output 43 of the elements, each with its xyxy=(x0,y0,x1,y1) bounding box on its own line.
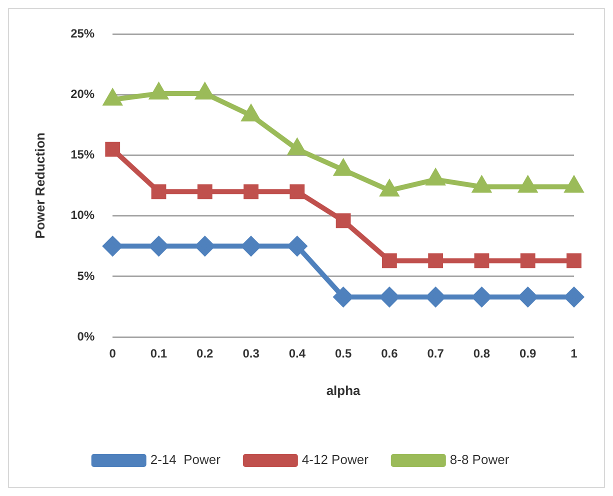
point xyxy=(382,253,397,268)
point xyxy=(518,288,538,307)
point xyxy=(290,184,305,200)
y-tick-label: 5% xyxy=(77,268,95,283)
point xyxy=(380,288,399,307)
x-tick-label: 0 xyxy=(109,346,116,361)
point xyxy=(288,236,307,256)
x-tick-label: 0.9 xyxy=(520,346,537,361)
point xyxy=(151,184,166,200)
x-axis-title: alpha xyxy=(326,382,362,398)
x-tick-label: 0.4 xyxy=(288,346,306,361)
x-tick-label: 1 xyxy=(570,346,578,361)
point xyxy=(474,253,490,268)
legend-label: 8-8 Power xyxy=(450,452,510,468)
y-axis-title: Power Reduction xyxy=(32,132,48,239)
point xyxy=(244,184,258,200)
x-tick-label: 0.2 xyxy=(196,346,214,361)
point xyxy=(197,184,212,200)
y-tick-label: 15% xyxy=(70,148,95,162)
point xyxy=(336,213,351,228)
point xyxy=(195,236,214,256)
x-tick-label: 0.3 xyxy=(242,346,260,361)
point xyxy=(334,288,353,307)
legend-label: 4-12 Power xyxy=(302,452,370,468)
point xyxy=(564,288,584,307)
y-tick-label: 25% xyxy=(70,26,95,41)
point xyxy=(103,236,122,256)
x-tick-label: 0.1 xyxy=(150,346,168,361)
point xyxy=(149,236,168,256)
x-tick-label: 0.8 xyxy=(473,346,490,361)
point xyxy=(426,288,446,307)
y-tick-label: 10% xyxy=(70,208,95,222)
legend-label: 2-14 Power xyxy=(150,452,222,468)
point xyxy=(520,253,536,268)
x-tick-label: 0.5 xyxy=(334,346,352,361)
x-tick-label: 0.7 xyxy=(427,346,444,361)
point xyxy=(242,236,261,256)
point xyxy=(472,288,492,307)
point xyxy=(428,253,444,268)
point xyxy=(566,253,582,268)
x-tick-label: 0.6 xyxy=(381,346,398,361)
y-tick-label: 20% xyxy=(70,87,95,102)
y-tick-label: 0% xyxy=(77,329,95,344)
